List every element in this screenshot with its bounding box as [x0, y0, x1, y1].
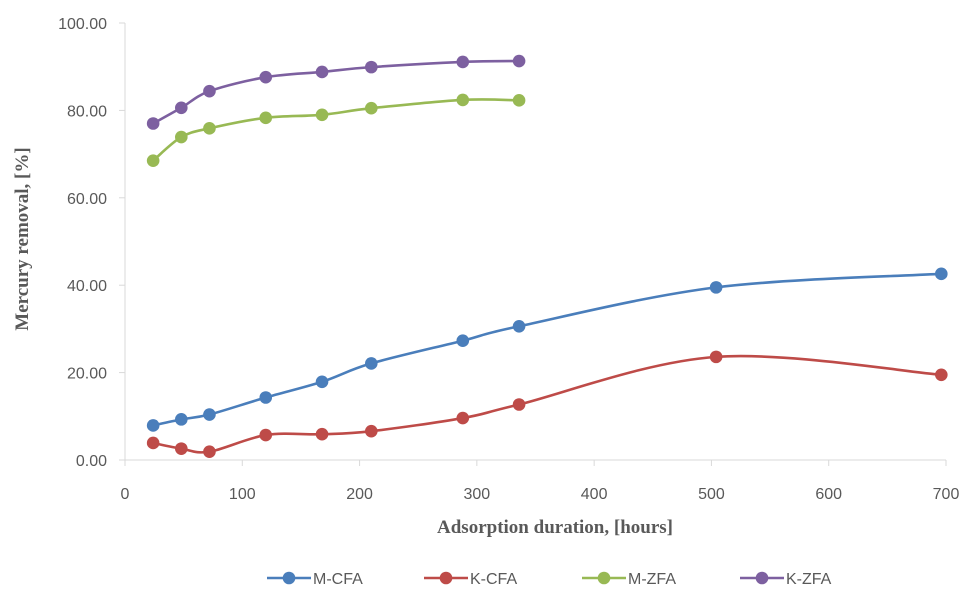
data-point-m-zfa	[456, 93, 470, 107]
x-tick-label: 300	[464, 486, 491, 503]
legend-marker-m-cfa	[282, 571, 296, 585]
legend-item-m-zfa: M-ZFA	[582, 571, 676, 588]
legend-item-k-zfa: K-ZFA	[740, 571, 832, 588]
legend-marker-m-zfa	[597, 571, 611, 585]
x-tick-label: 100	[229, 486, 256, 503]
legend-label-k-zfa: K-ZFA	[786, 571, 832, 588]
data-point-m-zfa	[174, 130, 188, 144]
data-point-m-cfa	[315, 375, 329, 389]
y-tick-label: 100.00	[58, 16, 107, 33]
data-point-m-zfa	[512, 94, 526, 107]
y-tick-label: 40.00	[67, 278, 107, 295]
data-point-m-cfa	[203, 408, 216, 421]
data-point-k-cfa	[174, 442, 188, 455]
x-axis-title: Adsorption duration, [hours]	[437, 517, 673, 538]
y-tick-label: 60.00	[67, 191, 107, 208]
series-k-zfa	[146, 54, 526, 130]
data-point-k-cfa	[315, 427, 329, 441]
data-point-k-cfa	[709, 350, 723, 364]
legend-item-m-cfa: M-CFA	[267, 571, 363, 588]
y-axis-ticks: 0.00 20.00 40.00 60.00 80.00 100.00	[58, 16, 125, 470]
legend-marker-k-cfa	[439, 571, 453, 585]
data-point-m-cfa	[365, 357, 378, 370]
data-point-m-zfa	[203, 122, 216, 135]
data-point-m-zfa	[315, 108, 329, 122]
x-tick-label: 400	[581, 486, 608, 503]
series-k-cfa	[146, 350, 948, 458]
data-point-k-cfa	[512, 398, 526, 411]
data-point-k-zfa	[456, 55, 470, 69]
data-point-k-cfa	[259, 428, 273, 442]
y-axis-title: Mercury removal, [%]	[12, 147, 33, 330]
data-point-m-cfa	[146, 419, 160, 432]
legend-label-m-cfa: M-CFA	[313, 571, 363, 588]
data-point-m-cfa	[456, 334, 470, 347]
data-point-k-zfa	[174, 101, 188, 115]
y-tick-label: 0.00	[76, 453, 107, 470]
legend-item-k-cfa: K-CFA	[424, 571, 517, 588]
series-layer	[146, 54, 948, 458]
data-point-m-zfa	[146, 154, 160, 167]
y-tick-label: 20.00	[67, 366, 107, 383]
x-axis-ticks: 0 100 200 300 400 500 600 700	[121, 460, 960, 503]
data-point-k-zfa	[512, 54, 526, 68]
series-m-zfa	[146, 93, 526, 167]
data-point-k-cfa	[935, 368, 948, 382]
data-point-m-cfa	[512, 319, 526, 333]
data-point-k-zfa	[203, 84, 216, 98]
legend-marker-k-zfa	[755, 571, 769, 585]
series-m-cfa	[146, 267, 948, 432]
legend-label-k-cfa: K-CFA	[470, 571, 517, 588]
data-point-k-cfa	[203, 445, 216, 458]
data-point-m-cfa	[259, 391, 273, 404]
data-point-k-zfa	[259, 70, 273, 84]
data-point-k-zfa	[315, 65, 329, 79]
x-tick-label: 0	[121, 486, 130, 503]
data-point-k-cfa	[146, 436, 160, 450]
series-line-m-cfa	[151, 272, 943, 427]
data-point-k-zfa	[365, 60, 378, 74]
x-tick-label: 600	[815, 486, 842, 503]
data-point-k-zfa	[146, 117, 160, 130]
legend: M-CFA K-CFA M-ZFA K-ZFA	[267, 571, 832, 588]
data-point-m-zfa	[259, 111, 273, 125]
legend-label-m-zfa: M-ZFA	[628, 571, 676, 588]
y-tick-label: 80.00	[67, 103, 107, 120]
data-point-m-cfa	[709, 281, 723, 294]
data-point-k-cfa	[456, 411, 470, 425]
data-point-m-cfa	[174, 413, 188, 426]
x-tick-label: 500	[698, 486, 725, 503]
x-tick-label: 700	[933, 486, 960, 503]
data-point-m-zfa	[365, 101, 378, 115]
x-tick-label: 200	[346, 486, 373, 503]
data-point-k-cfa	[365, 424, 378, 438]
series-line-k-cfa	[151, 354, 943, 454]
data-point-m-cfa	[935, 267, 948, 281]
